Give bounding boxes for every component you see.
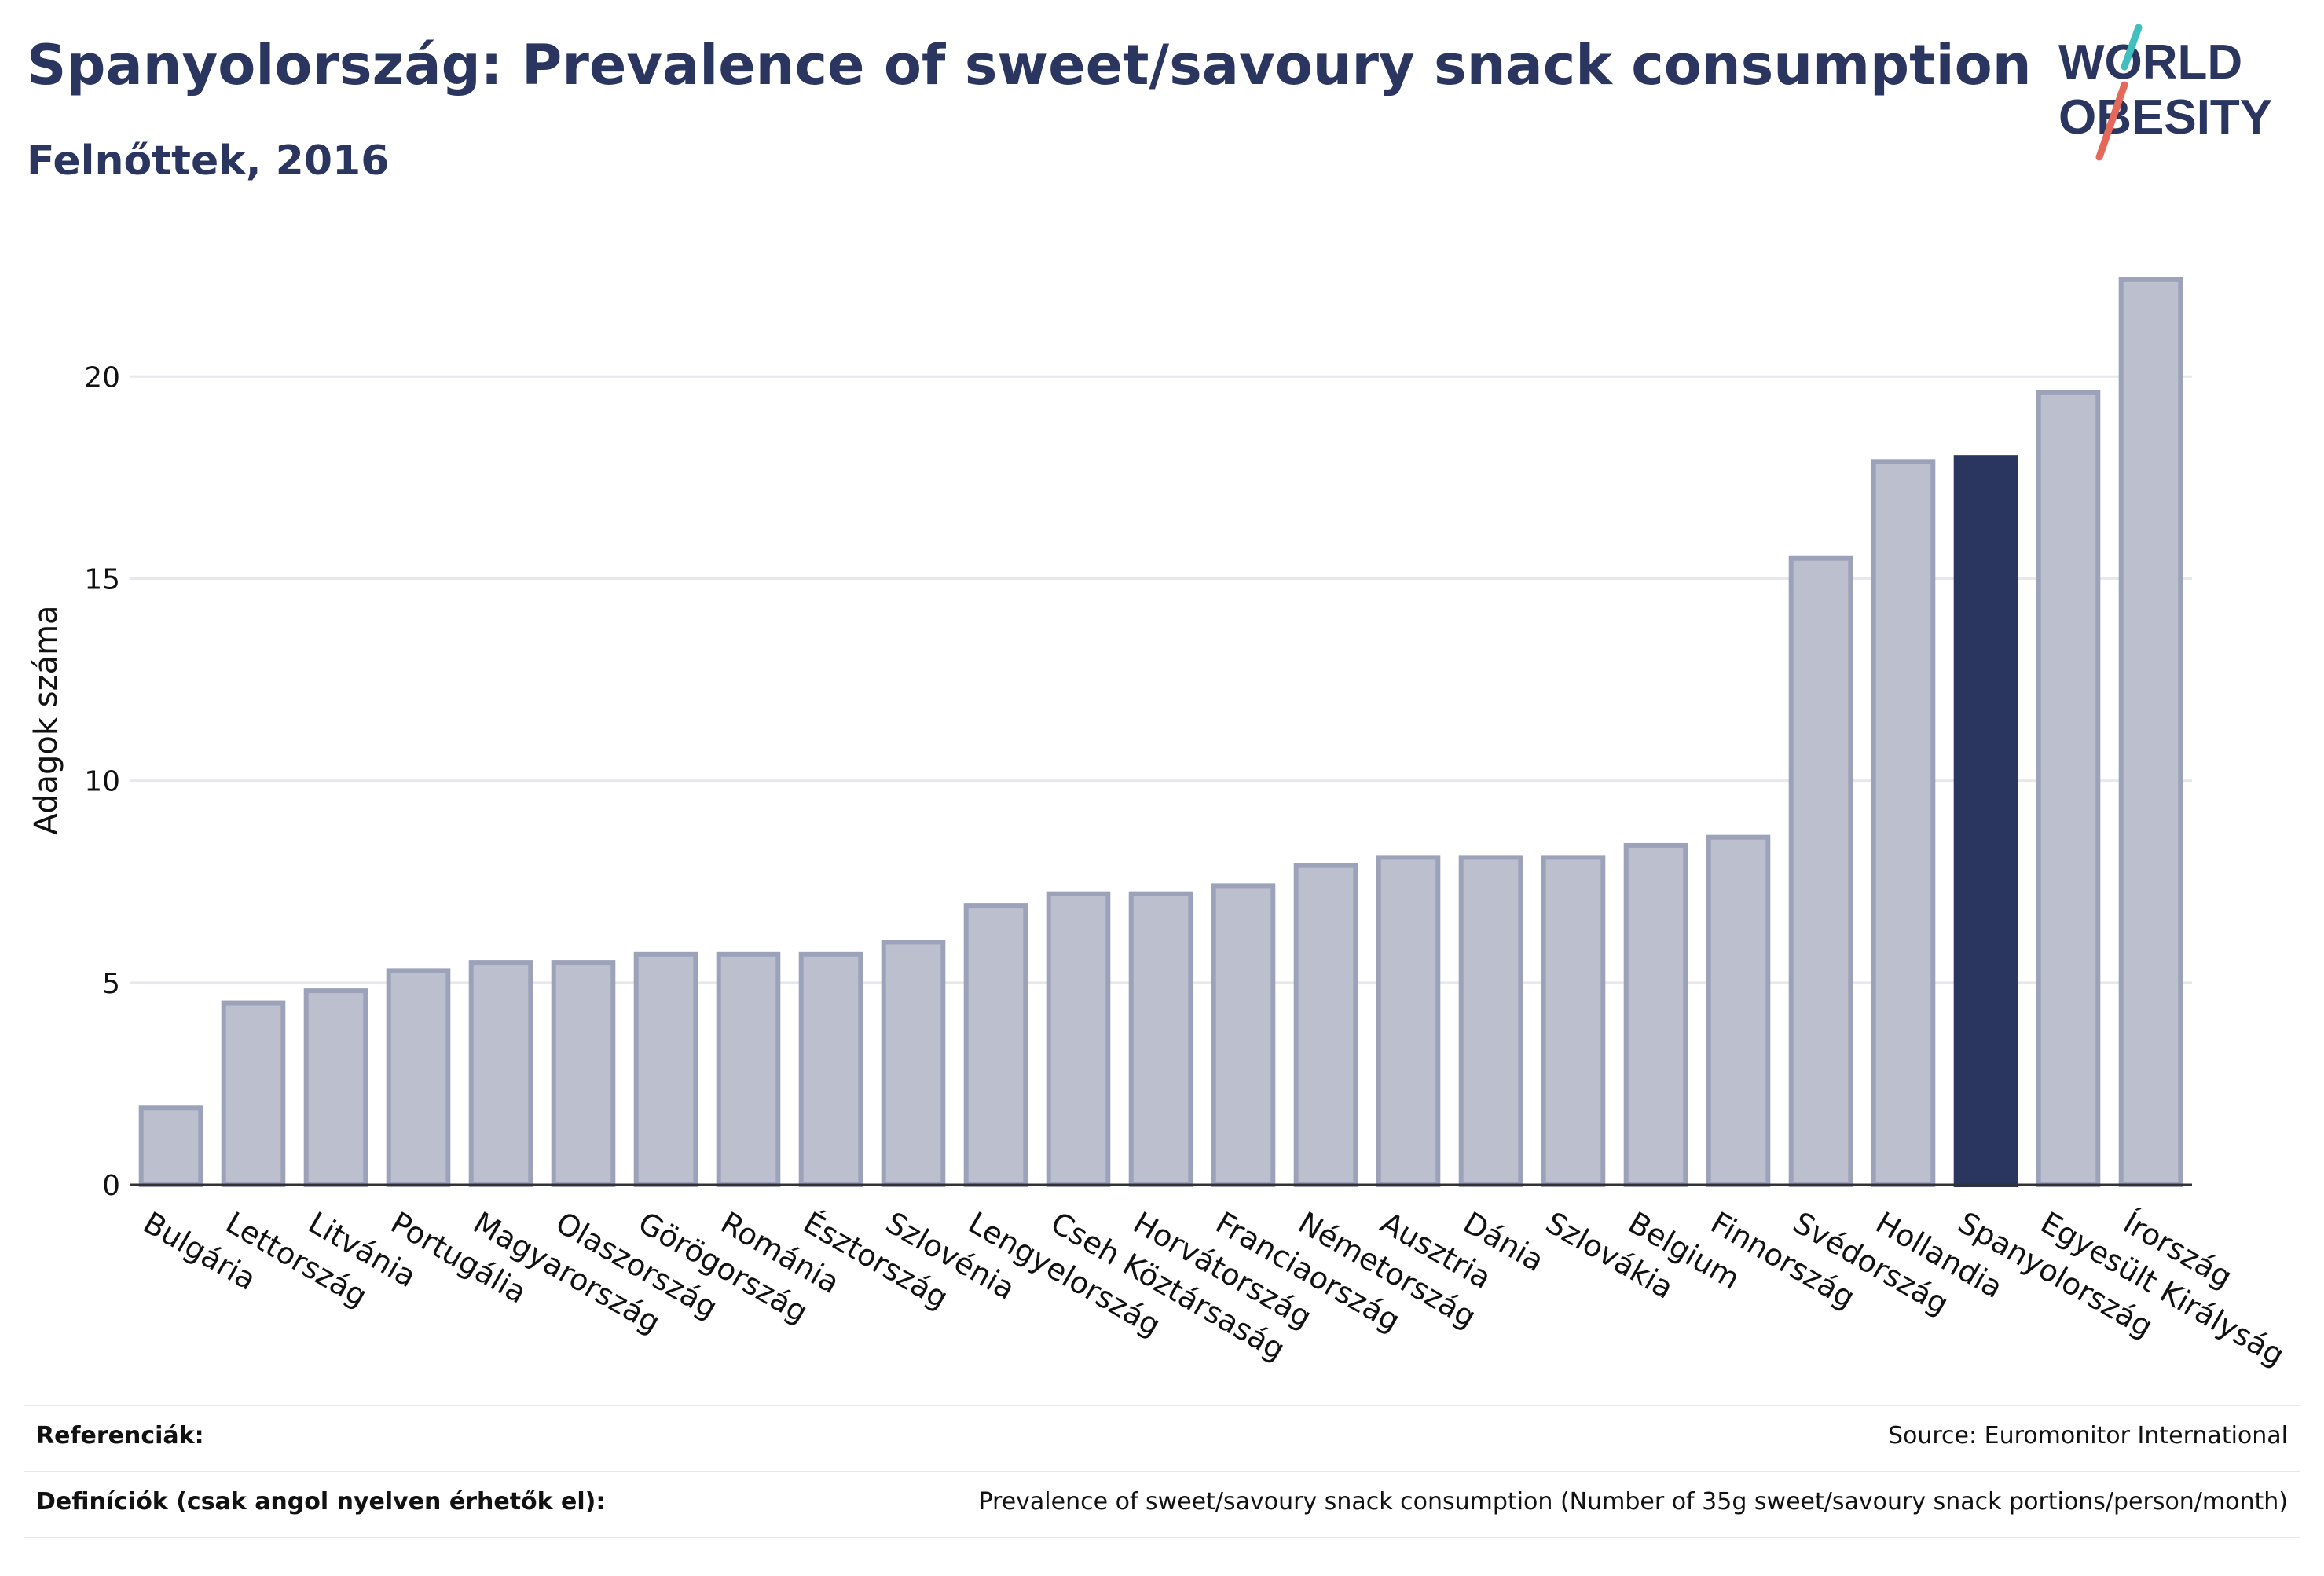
bar (303, 988, 368, 1187)
definitions-label: Definíciók (csak angol nyelven érhetők e… (36, 1488, 606, 1516)
definitions-value: Prevalence of sweet/savoury snack consum… (978, 1488, 2288, 1516)
y-tick-label: 20 (84, 361, 120, 394)
bar (2036, 390, 2101, 1188)
chart-subtitle: Felnőttek, 2016 (27, 137, 390, 185)
bar (1541, 855, 1606, 1188)
logo-text-obesity: OBESITY (2058, 90, 2272, 145)
bar (881, 940, 946, 1188)
bar (1871, 459, 1936, 1187)
bar-highlighted (1953, 455, 2018, 1187)
bar (1046, 891, 1111, 1187)
y-tick-label: 15 (84, 563, 120, 596)
bar (2118, 277, 2183, 1188)
bar (221, 1000, 286, 1187)
bar (1376, 855, 1441, 1188)
logo-slash-red (2095, 81, 2128, 161)
y-tick-label: 5 (102, 968, 120, 1000)
bar (1706, 834, 1771, 1188)
bar (1458, 855, 1523, 1188)
y-tick-labels: 0 5 10 15 20 (84, 361, 120, 1202)
y-tick-label: 10 (84, 766, 120, 798)
y-axis-label: Adagok száma (28, 605, 64, 834)
bar (138, 1105, 203, 1188)
world-obesity-logo: WORLD OBESITY (2058, 24, 2272, 161)
bar (551, 960, 616, 1187)
bar (1128, 891, 1193, 1187)
chart-title: Spanyolország: Prevalence of sweet/savou… (27, 33, 2032, 97)
bar-chart: 0 5 10 15 20 BulgáriaLettországLitvániaPortu… (28, 277, 2290, 1373)
bars-layer (138, 277, 2183, 1188)
y-tick-label: 0 (102, 1170, 120, 1202)
bar (1788, 555, 1853, 1187)
footer: Referenciák: Source: Euromonitor Interna… (24, 1405, 2300, 1538)
bar (798, 951, 863, 1188)
definitions-row: Definíciók (csak angol nyelven érhetők e… (24, 1471, 2300, 1538)
references-label: Referenciák: (36, 1422, 204, 1450)
logo-slash-teal (2121, 24, 2143, 71)
bar (633, 951, 698, 1188)
bar (386, 968, 451, 1187)
bar (1293, 863, 1358, 1187)
bar (963, 903, 1028, 1187)
logo-text-world: WORLD (2058, 35, 2242, 90)
bar (1211, 883, 1276, 1187)
bar (468, 960, 533, 1187)
references-value: Source: Euromonitor International (1887, 1422, 2288, 1450)
bar (1623, 842, 1688, 1188)
references-row: Referenciák: Source: Euromonitor Interna… (24, 1405, 2300, 1471)
bar (716, 951, 781, 1188)
x-tick-labels: BulgáriaLettországLitvániaPortugáliaMagy… (137, 1205, 2290, 1373)
